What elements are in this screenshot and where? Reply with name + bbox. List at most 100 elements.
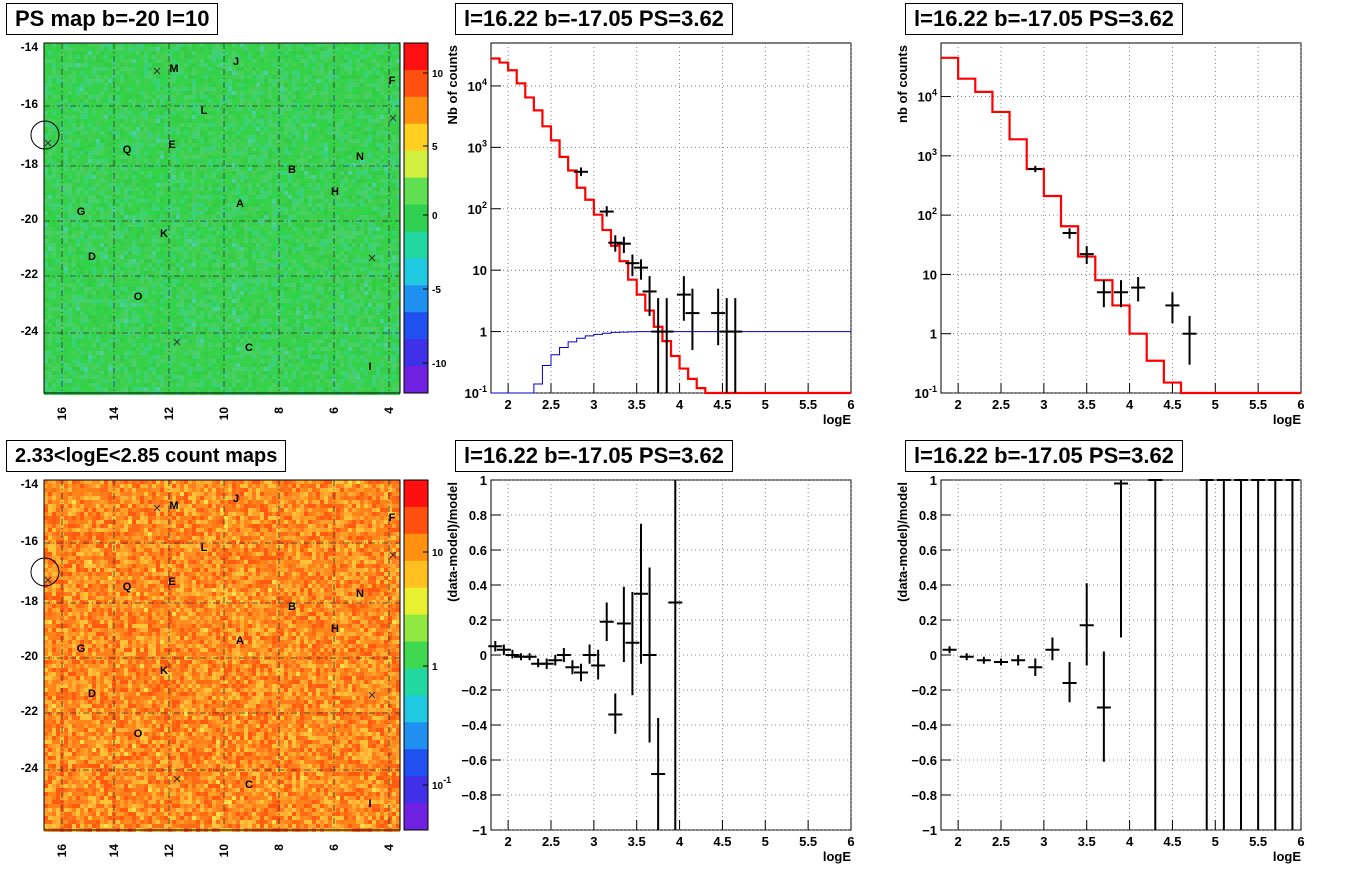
spec-left-plot-frame: [490, 42, 852, 394]
map_top-source-label: C: [245, 342, 253, 354]
map_top-source-label: F: [389, 75, 396, 87]
res-left-ylabel: (data-model)/model: [445, 482, 460, 602]
res-right-ytick-label: −0.6: [911, 753, 937, 768]
map_bottom-source-cross: [368, 691, 376, 699]
spec-right-xtick-label: 4.5: [1163, 397, 1181, 412]
map_bottom-colorbar-tick: 10-1: [432, 775, 451, 792]
map_bottom-colorbar-tick: 1: [432, 662, 438, 673]
spec-right-ytick-label: 103: [918, 147, 937, 164]
spec-left-xtick-label: 5.5: [799, 397, 817, 412]
res-left-ytick-label: −0.4: [461, 718, 487, 733]
spec-left-xtick-label: 3.5: [628, 397, 646, 412]
res-right-ytick-label: −0.2: [911, 683, 937, 698]
spec-left-ytick-label: 10-1: [465, 384, 487, 401]
spec-left-xlabel: logE: [823, 412, 851, 427]
map_bottom-source-label: E: [168, 576, 175, 588]
spec-right-xtick-label: 2.5: [992, 397, 1010, 412]
map_top-colorbar-segment: [404, 150, 428, 179]
map_bottom-colorbar-segment: [404, 695, 428, 723]
map_bottom-source-label: A: [236, 635, 244, 647]
spec-left-title: l=16.22 b=-17.05 PS=3.62: [455, 3, 733, 35]
map_top-source-label: M: [169, 63, 178, 75]
map_bottom-source-label: F: [389, 512, 396, 524]
res-left-xtick-label: 4.5: [713, 834, 731, 849]
res-right-xtick-label: 2.5: [992, 834, 1010, 849]
res-left-ytick-label: 0.2: [469, 613, 487, 628]
map_bottom-ytick: -24: [21, 761, 39, 775]
map_bottom-colorbar-segment: [404, 560, 428, 589]
map_top-source-label: I: [368, 361, 371, 373]
map_bottom-ytick: -16: [21, 534, 39, 548]
res-right-xtick-label: 3: [1040, 834, 1047, 849]
res-left-xtick-label: 5: [762, 834, 769, 849]
map_top-source-label: E: [168, 139, 175, 151]
map_top-source-label: G: [77, 206, 86, 218]
spec-left-xtick-label: 4.5: [713, 397, 731, 412]
map_top-xtick: 8: [272, 407, 286, 414]
map_bottom-map: [44, 480, 400, 832]
res-right-xtick-label: 5.5: [1249, 834, 1267, 849]
spec-left-ylabel: Nb of counts: [445, 45, 460, 124]
map_bottom-colorbar-segment: [404, 641, 428, 669]
map_top-xtick: 16: [55, 407, 69, 421]
res-left-ytick-label: −0.6: [461, 753, 487, 768]
map_bottom-source-label: K: [160, 665, 168, 677]
res-right-ytick-label: 0.8: [919, 508, 937, 523]
spec-left-exposure-histogram: [491, 331, 851, 394]
map_bottom-source-label: M: [169, 500, 178, 512]
res-left-ytick-label: 0.6: [469, 543, 487, 558]
res-right-ylabel: (data-model)/model: [895, 482, 910, 602]
res-left-ytick-label: −1: [472, 823, 487, 838]
map_top-colorbar-segment: [404, 285, 428, 313]
spec-right-xtick-label: 3: [1040, 397, 1047, 412]
res-right-xtick-label: 2: [955, 834, 962, 849]
map_bottom-xtick: 4: [382, 844, 396, 851]
map_top-ytick: -24: [21, 324, 39, 338]
res-left-xtick-label: 6: [847, 834, 854, 849]
map_bottom-ytick: -20: [21, 649, 39, 663]
res-left-xtick-label: 5.5: [799, 834, 817, 849]
res-right-xtick-label: 5: [1212, 834, 1219, 849]
map_top-map: [44, 43, 400, 395]
map_top-source-label: K: [160, 228, 168, 240]
res-left-ytick-label: 0.8: [469, 508, 487, 523]
res-left-xtick-label: 2.5: [542, 834, 560, 849]
res-left-ytick-label: 1: [480, 473, 487, 488]
map_top-source-label: A: [236, 198, 244, 210]
map_bottom-colorbar-tick: 10: [432, 548, 444, 559]
res-right-xtick-label: 4: [1126, 834, 1134, 849]
res-right-ytick-label: 0.4: [919, 578, 938, 593]
map_bottom-ytick: -14: [21, 477, 39, 491]
map-top-title: PS map b=-20 l=10: [6, 3, 219, 35]
map_bottom-source-label: I: [368, 798, 371, 810]
map_bottom-source-label: J: [233, 493, 239, 505]
map_bottom-source-label: C: [245, 779, 253, 791]
map_bottom-source-cross: [153, 504, 161, 512]
spec-left-model-histogram: [491, 57, 851, 395]
map_top-source-label: J: [233, 56, 239, 68]
map_top-source-cross: [173, 338, 181, 346]
map_bottom-target-circle: [30, 557, 60, 587]
spec-right-xtick-label: 4: [1126, 397, 1134, 412]
spec-right-model-histogram: [941, 56, 1301, 395]
spec-left-xtick-label: 2.5: [542, 397, 560, 412]
spec-right-xtick-label: 5: [1212, 397, 1219, 412]
res-right-xtick-label: 3.5: [1078, 834, 1096, 849]
map_bottom-colorbar-segment: [404, 722, 428, 750]
map_bottom-colorbar-segment: [404, 533, 428, 562]
map_top-source-label: B: [288, 164, 296, 176]
map_top-colorbar-segment: [404, 96, 428, 125]
map_top-colorbar-tick: -10: [432, 359, 447, 370]
map_top-colorbar-tick: 10: [432, 69, 444, 80]
map_top-colorbar-segment: [404, 43, 428, 71]
spec-right-plot-frame: [940, 42, 1302, 394]
spec-left-xtick-label: 2: [505, 397, 512, 412]
map_bottom-source-cross: [44, 576, 52, 584]
map_bottom-colorbar-segment: [404, 506, 428, 535]
map_top-colorbar-tick: 5: [432, 142, 438, 153]
map_top-source-label: L: [201, 105, 208, 117]
map_bottom-xtick: 16: [55, 844, 69, 858]
map_bottom-xtick: 12: [162, 844, 176, 858]
map_bottom-source-label: O: [134, 728, 143, 740]
map_top-xtick: 12: [162, 407, 176, 421]
